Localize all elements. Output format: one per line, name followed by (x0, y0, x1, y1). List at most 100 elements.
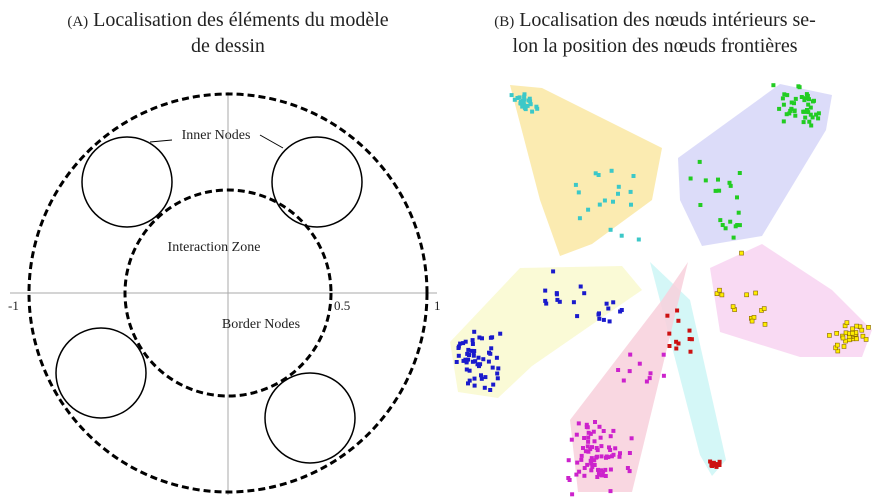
node-point (602, 198, 607, 203)
node-point (595, 475, 600, 479)
node-point (456, 353, 461, 358)
node-point (850, 326, 855, 332)
node-point (648, 371, 653, 376)
caption-a-line2: de dessin (191, 35, 265, 57)
node-point (720, 223, 725, 227)
node-point (467, 353, 471, 357)
inner-nodes-label: Inner Nodes (182, 128, 251, 143)
node-point (589, 461, 594, 466)
node-point (730, 304, 736, 309)
node-point (525, 103, 530, 108)
node-point (472, 349, 477, 353)
node-point (804, 92, 809, 97)
node-point (637, 361, 642, 366)
outer-boundary (27, 92, 429, 494)
node-point (592, 439, 597, 444)
node-point (854, 323, 860, 329)
node-point (466, 347, 471, 352)
node-point (575, 460, 580, 465)
node-point (710, 462, 715, 467)
node-point (586, 430, 591, 435)
node-point (586, 449, 591, 454)
node-point (806, 110, 811, 115)
caption-a-line1: (A) Localisation des éléments du modèle (67, 9, 388, 31)
node-point (471, 351, 476, 356)
node-point (608, 448, 613, 452)
node-point (674, 339, 679, 344)
node-point (777, 106, 782, 111)
node-point (482, 385, 487, 390)
node-point (751, 315, 757, 320)
caption-a-tag: (A) (67, 14, 88, 30)
node-point (667, 331, 672, 336)
node-point (601, 429, 606, 433)
node-point (860, 333, 866, 339)
node-point (472, 329, 477, 334)
node-point (627, 369, 632, 374)
node-point (454, 360, 459, 364)
node-point (473, 359, 478, 364)
node-point (586, 439, 591, 444)
inner-node (55, 327, 147, 419)
inner-node (264, 372, 356, 464)
node-point (834, 342, 840, 348)
node-point (606, 306, 611, 311)
node-point (644, 379, 649, 384)
node-point (592, 463, 597, 467)
node-point (495, 371, 500, 376)
node-point (579, 453, 584, 458)
node-point (799, 95, 804, 99)
node-point (688, 176, 693, 181)
node-point (491, 382, 496, 387)
node-point (697, 159, 702, 164)
node-point (792, 109, 797, 114)
node-point (665, 313, 670, 318)
node-point (840, 335, 846, 341)
node-point (793, 113, 798, 118)
node-point (608, 227, 613, 232)
node-point (698, 203, 703, 207)
node-point (582, 436, 587, 440)
node-point (496, 366, 501, 371)
node-point (597, 424, 602, 429)
node-point (466, 381, 470, 386)
node-point (570, 492, 575, 497)
node-point (816, 116, 821, 121)
node-point (611, 428, 616, 433)
node-point (576, 421, 581, 426)
node-point (483, 375, 488, 380)
node-point (595, 454, 599, 459)
node-point (494, 355, 499, 360)
border-nodes-label: Border Nodes (222, 317, 300, 332)
node-point (590, 464, 595, 469)
node-point (674, 346, 679, 351)
node-point (688, 349, 693, 354)
node-point (844, 320, 850, 326)
node-point (518, 101, 523, 106)
node-point (470, 342, 475, 346)
node-point (735, 195, 739, 200)
node-point (599, 444, 604, 449)
axis-label: -1 (8, 298, 19, 313)
node-point (719, 292, 725, 298)
node-point (476, 355, 481, 360)
node-point (628, 189, 633, 194)
node-point (737, 171, 742, 175)
node-point (810, 115, 815, 120)
node-point (854, 336, 859, 342)
node-point (480, 336, 484, 341)
hull (450, 266, 642, 398)
node-point (566, 476, 571, 480)
node-point (596, 312, 601, 317)
node-point (599, 454, 604, 459)
node-point (479, 373, 483, 378)
node-point (728, 219, 733, 224)
node-point (621, 378, 626, 383)
node-point (597, 202, 602, 207)
node-point (718, 218, 723, 223)
node-point (590, 445, 594, 450)
node-point (728, 183, 733, 188)
node-point (456, 344, 461, 349)
node-point (627, 451, 632, 455)
node-point (789, 106, 794, 111)
